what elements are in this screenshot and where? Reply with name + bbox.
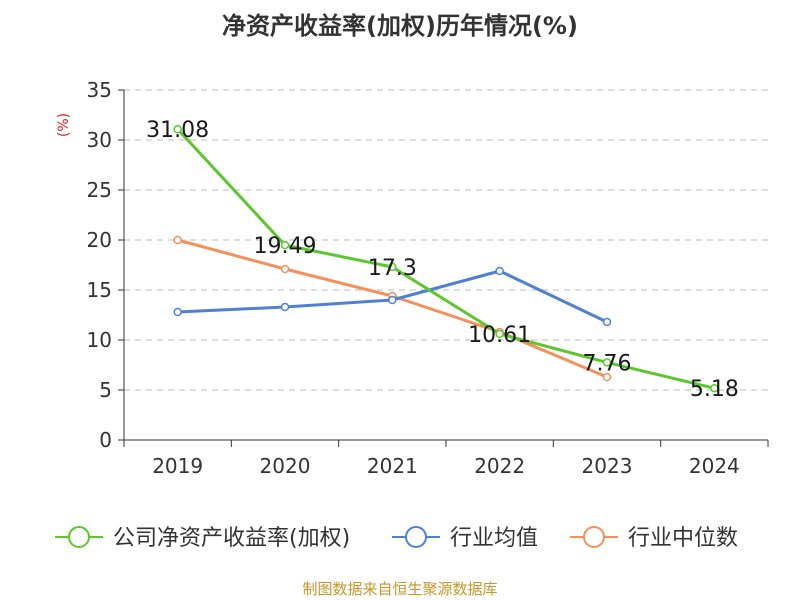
legend-label: 行业均值 xyxy=(450,526,538,551)
gridlines xyxy=(124,89,768,391)
data-label: 17.3 xyxy=(368,256,417,281)
legend: 公司净资产收益率(加权) 行业均值 行业中位数 xyxy=(55,526,738,551)
y-tick-label: 30 xyxy=(87,128,112,152)
x-tick-label: 2023 xyxy=(582,454,633,478)
chart-title: 净资产收益率(加权)历年情况(%) xyxy=(222,12,578,40)
series-point xyxy=(495,329,504,339)
series-lines xyxy=(173,124,719,393)
series-point xyxy=(388,295,397,305)
legend-marker xyxy=(583,526,605,548)
series-point xyxy=(602,317,612,327)
legend-marker xyxy=(68,526,90,548)
x-tick-label: 2024 xyxy=(689,454,740,478)
axes: 0 5 10 15 20 25 30 35 2019 2020 2021 2022 2023 2024 xyxy=(87,78,769,478)
legend-label: 行业中位数 xyxy=(628,526,738,551)
y-tick-label: 0 xyxy=(99,428,112,452)
series-point xyxy=(710,383,719,393)
data-label: 7.76 xyxy=(583,351,632,376)
series-point xyxy=(173,307,182,317)
y-tick-label: 10 xyxy=(87,328,112,352)
x-tick-label: 2021 xyxy=(367,454,418,478)
y-tick-label: 25 xyxy=(87,178,112,202)
series-line xyxy=(176,128,715,390)
y-tick-label: 5 xyxy=(99,378,112,402)
y-axis-label: (%) xyxy=(56,113,72,137)
series-point xyxy=(173,124,182,134)
series-point xyxy=(602,372,612,382)
series-point xyxy=(280,302,290,312)
data-label: 19.49 xyxy=(254,234,317,259)
x-tick-label: 2020 xyxy=(260,454,311,478)
y-tick-label: 35 xyxy=(87,78,112,102)
source-note: 制图数据来自恒生聚源数据库 xyxy=(302,580,497,598)
legend-label: 公司净资产收益率(加权) xyxy=(113,526,350,551)
x-tick-label: 2019 xyxy=(152,454,203,478)
series-point xyxy=(388,262,397,272)
series-point xyxy=(495,266,504,276)
y-tick-label: 15 xyxy=(87,278,112,302)
series-point xyxy=(280,264,290,274)
series-point xyxy=(173,235,182,245)
data-label: 31.08 xyxy=(146,118,209,143)
series-point xyxy=(602,358,612,367)
y-tick-label: 20 xyxy=(87,228,112,252)
data-label: 5.18 xyxy=(690,377,739,402)
series-point xyxy=(280,240,290,250)
x-tick-label: 2022 xyxy=(474,454,525,478)
legend-marker xyxy=(405,526,427,548)
data-labels: 31.08 19.49 17.3 10.61 7.76 5.18 xyxy=(146,118,739,402)
data-label: 10.61 xyxy=(468,323,531,348)
